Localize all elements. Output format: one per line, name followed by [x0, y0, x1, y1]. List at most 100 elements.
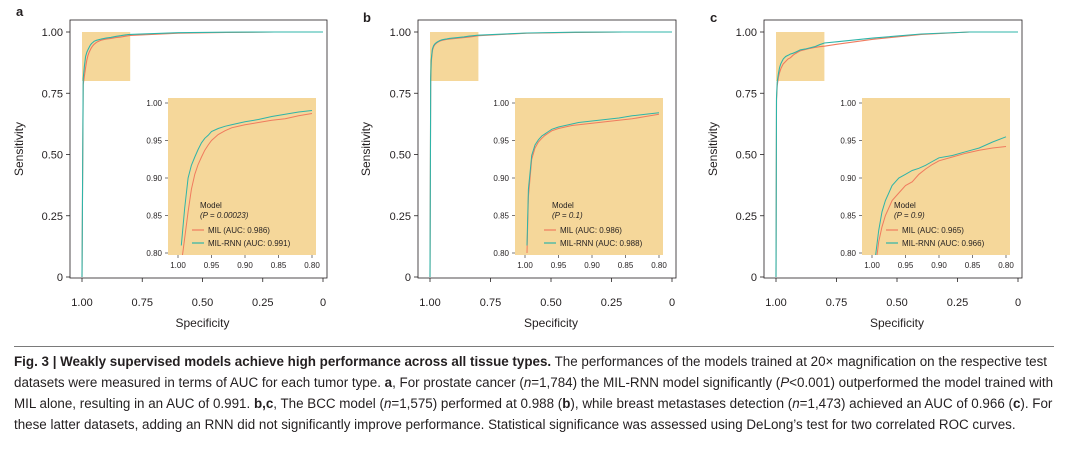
series-line-main [429, 31, 672, 278]
legend-title: Model [894, 201, 916, 210]
inset-y-tick-label: 1.00 [493, 99, 509, 108]
x-tick-label: 0 [320, 297, 326, 309]
roc-panel-b: b 1.00 0.75 0.50 0.25 0 0 0.25 0.50 0.75 1.00 Speci… [359, 10, 677, 330]
y-tick-label: 0 [751, 272, 757, 284]
series-line-inset [526, 113, 660, 254]
zoom-inset: 1.00 0.95 0.90 0.85 0.80 0.80 0.85 0.90 0.95 1.00… [146, 91, 321, 270]
legend-p-value: (P = 0.00023) [200, 211, 249, 220]
inset-y-tick-label: 0.90 [146, 174, 162, 183]
series-line-main [81, 31, 323, 278]
caption-segment: , For prostate cancer ( [392, 374, 524, 390]
inset-y-tick-label: 1.00 [840, 99, 856, 108]
x-tick-label: 0.25 [947, 297, 968, 309]
inset-y-tick-label: 0.90 [840, 174, 856, 183]
plot-frame [763, 19, 1023, 279]
inset-x-tick-label: 0.90 [237, 261, 253, 270]
inset-x-tick-label: 0.95 [551, 261, 567, 270]
inset-x-tick-label: 0.95 [898, 261, 914, 270]
y-tick-label: 1.00 [736, 27, 757, 39]
figure-caption: Fig. 3 | Weakly supervised models achiev… [14, 352, 1054, 436]
series-line-inset [526, 112, 660, 246]
inset-y-tick-label: 0.95 [493, 137, 509, 146]
inset-y-tick-label: 1.00 [146, 99, 162, 108]
caption-segment: b,c [253, 395, 274, 411]
series-line-inset [181, 113, 313, 255]
inset-x-tick-label: 0.80 [304, 261, 320, 270]
x-axis-label: Specificity [175, 316, 229, 330]
inset-y-tick-label: 0.80 [840, 249, 856, 258]
caption-segment: n [383, 395, 392, 411]
roc-panel-a: a 1.00 0.75 0.50 0.25 0 0 0.25 0.50 0.75 1.00 Speci… [12, 4, 328, 330]
x-tick-label: 0.50 [540, 297, 561, 309]
caption-segment: =1,473) achieved an AUC of 0.966 ( [799, 395, 1013, 411]
caption-segment: <0.001) outperformed the model trained w… [14, 374, 1054, 411]
inset-y-tick-label: 0.85 [146, 212, 162, 221]
series-line-inset [876, 146, 1007, 255]
legend-entry: MIL-RNN (AUC: 0.988) [560, 239, 643, 248]
legend-entry: MIL-RNN (AUC: 0.966) [902, 239, 985, 248]
caption-segment: The performances of the models trained a… [14, 354, 1047, 390]
series-line-main [81, 31, 323, 278]
x-tick-label: 0 [669, 297, 675, 309]
caption-segment: , The BCC model ( [273, 395, 384, 411]
caption-body: The performances of the models trained a… [14, 354, 1053, 432]
caption-title: Weakly supervised models achieve high pe… [60, 354, 552, 369]
y-tick-label: 0.50 [390, 150, 411, 162]
x-axis-label: Specificity [524, 316, 578, 330]
caption-segment: ), while breast metastases detection ( [570, 395, 793, 411]
x-tick-label: 1.00 [419, 297, 440, 309]
inset-fill [168, 98, 316, 255]
y-tick-label: 0.75 [736, 88, 757, 100]
inset-x-tick-label: 1.00 [864, 261, 880, 270]
y-tick-label: 0 [405, 272, 411, 284]
caption-divider [14, 346, 1054, 347]
inset-x-tick-label: 1.00 [170, 261, 186, 270]
x-tick-label: 0.75 [826, 297, 847, 309]
caption-segment: =1,784) the MIL-RNN model significantly … [531, 374, 781, 390]
y-tick-label: 0 [57, 272, 63, 284]
y-tick-label: 0.25 [390, 211, 411, 223]
inset-x-tick-label: 0.85 [965, 261, 981, 270]
x-tick-label: 0.50 [886, 297, 907, 309]
inset-fill [862, 98, 1010, 255]
legend-p-value: (P = 0.1) [552, 211, 583, 220]
caption-segment: n [792, 395, 800, 411]
caption-segment: n [523, 374, 532, 390]
legend-p-value: (P = 0.9) [894, 211, 925, 220]
legend-entry: MIL (AUC: 0.986) [208, 226, 270, 235]
x-tick-label: 1.00 [765, 297, 786, 309]
zoom-inset: 1.00 0.95 0.90 0.85 0.80 0.80 0.85 0.90 0.95 1.00… [493, 91, 668, 270]
caption-segment: =1,575) performed at 0.988 ( [391, 395, 563, 411]
inset-x-tick-label: 0.85 [271, 261, 287, 270]
roc-panel-c: c 1.00 0.75 0.50 0.25 0 0 0.25 0.50 0.75 1.00 Speci… [706, 10, 1023, 330]
y-tick-label: 0.50 [42, 150, 63, 162]
y-tick-label: 0.25 [736, 211, 757, 223]
legend-entry: MIL-RNN (AUC: 0.991) [208, 239, 291, 248]
zoom-region [430, 32, 479, 81]
x-tick-label: 1.00 [71, 297, 92, 309]
panel-letter: c [710, 10, 717, 25]
inset-y-tick-label: 0.95 [146, 137, 162, 146]
roc-figure: a 1.00 0.75 0.50 0.25 0 0 0.25 0.50 0.75 1.00 Speci… [12, 4, 1023, 330]
y-tick-label: 1.00 [42, 27, 63, 39]
y-tick-label: 0.50 [736, 150, 757, 162]
inset-y-tick-label: 0.85 [493, 212, 509, 221]
legend-entry: MIL (AUC: 0.986) [560, 226, 622, 235]
inset-x-tick-label: 0.85 [618, 261, 634, 270]
series-line-inset [875, 136, 1007, 255]
inset-y-tick-label: 0.90 [493, 174, 509, 183]
series-line-main [775, 31, 1018, 278]
plot-frame [69, 19, 328, 279]
caption-segment: b [562, 395, 571, 411]
y-axis-label: Sensitivity [12, 122, 26, 176]
inset-x-tick-label: 0.90 [931, 261, 947, 270]
x-tick-label: 0.25 [252, 297, 273, 309]
x-axis-label: Specificity [870, 316, 924, 330]
legend-title: Model [552, 201, 574, 210]
inset-y-tick-label: 0.95 [840, 137, 856, 146]
inset-y-tick-label: 0.80 [493, 249, 509, 258]
legend-title: Model [200, 201, 222, 210]
x-tick-label: 0 [1015, 297, 1021, 309]
inset-x-tick-label: 1.00 [517, 261, 533, 270]
x-tick-label: 0.75 [132, 297, 153, 309]
